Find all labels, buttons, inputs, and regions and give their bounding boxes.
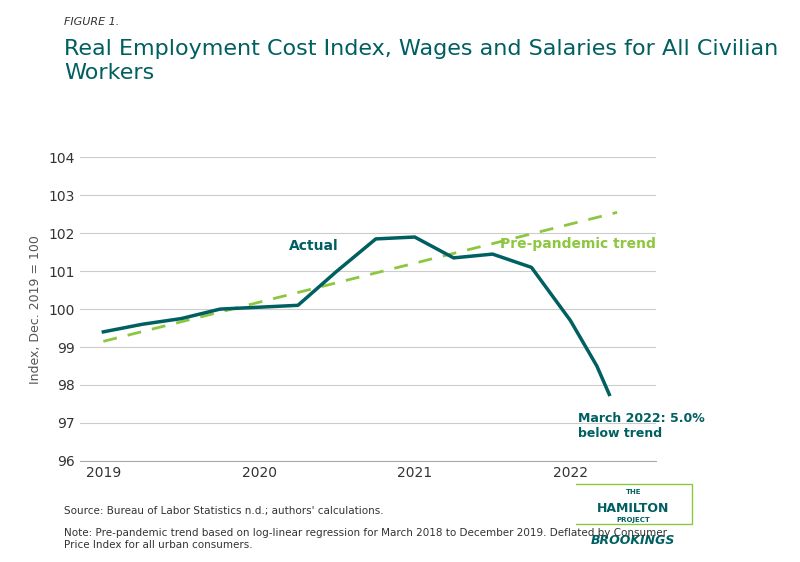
- Text: Source: Bureau of Labor Statistics n.d.; authors' calculations.: Source: Bureau of Labor Statistics n.d.;…: [64, 506, 384, 516]
- Text: THE: THE: [626, 489, 641, 495]
- Text: March 2022: 5.0%
below trend: March 2022: 5.0% below trend: [578, 411, 705, 439]
- Text: HAMILTON: HAMILTON: [597, 502, 670, 515]
- Text: BROOKINGS: BROOKINGS: [591, 534, 675, 547]
- Text: Real Employment Cost Index, Wages and Salaries for All Civilian Workers: Real Employment Cost Index, Wages and Sa…: [64, 39, 778, 83]
- Text: Actual: Actual: [289, 239, 338, 253]
- Text: Note: Pre-pandemic trend based on log-linear regression for March 2018 to Decemb: Note: Pre-pandemic trend based on log-li…: [64, 528, 667, 550]
- Y-axis label: Index, Dec. 2019 = 100: Index, Dec. 2019 = 100: [29, 235, 42, 383]
- Text: FIGURE 1.: FIGURE 1.: [64, 17, 119, 27]
- Text: PROJECT: PROJECT: [616, 517, 650, 523]
- FancyBboxPatch shape: [574, 484, 693, 524]
- Text: Pre-pandemic trend: Pre-pandemic trend: [500, 237, 656, 251]
